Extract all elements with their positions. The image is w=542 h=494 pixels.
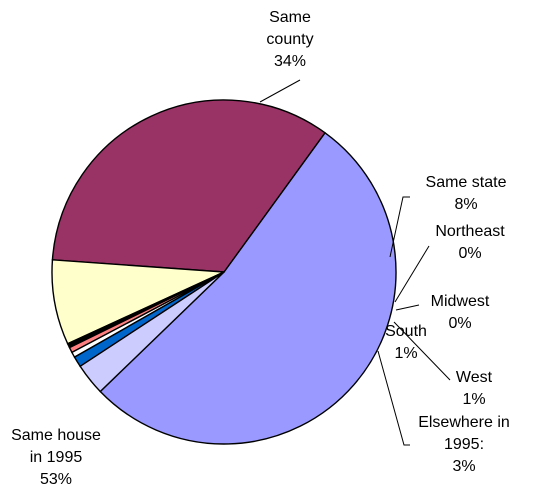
leader-line xyxy=(259,79,301,103)
slice-label-line: 8% xyxy=(454,196,477,213)
slice-label-line: 0% xyxy=(448,315,471,332)
leader-lines xyxy=(259,79,451,446)
slice-label-line: West xyxy=(456,369,493,386)
slice-label-line: 53% xyxy=(40,471,72,488)
slice-labels: Same house in 1995 53% Same county 34% Same st… xyxy=(11,9,510,488)
leader-line xyxy=(389,196,410,258)
slice-label-line: 1995: xyxy=(444,436,484,453)
pie-slice-same-house-in-1995 xyxy=(99,131,397,445)
slice-label-line: Same state xyxy=(426,174,507,191)
slice-label: Elsewhere in 1995: 3% xyxy=(418,414,510,475)
slice-label: Same state 8% xyxy=(426,174,507,213)
slice-label-line: South xyxy=(385,323,427,340)
slice-label: Northeast 0% xyxy=(435,223,505,262)
slice-label-line: 1% xyxy=(462,391,485,408)
slice-label-line: Elsewhere in xyxy=(418,414,510,431)
slice-label-line: 3% xyxy=(452,458,475,475)
slice-label-line: Midwest xyxy=(431,293,490,310)
slice-label-line: 0% xyxy=(458,245,481,262)
slice-label-line: Same xyxy=(269,9,311,26)
leader-line xyxy=(393,321,451,381)
pie-slices xyxy=(51,99,397,445)
slice-label-line: county xyxy=(266,31,313,48)
leader-line xyxy=(394,245,430,303)
slice-label-line: 34% xyxy=(274,53,306,70)
slice-label: West 1% xyxy=(456,369,493,408)
slice-label-line: in 1995 xyxy=(30,449,83,466)
slice-label: Same county 34% xyxy=(266,9,313,70)
slice-label-line: 1% xyxy=(394,345,417,362)
slice-label: Same house in 1995 53% xyxy=(11,427,101,488)
slice-label: South 1% xyxy=(385,323,427,362)
slice-label: Midwest 0% xyxy=(431,293,490,332)
leader-line xyxy=(395,304,420,311)
pie-slice-same-county xyxy=(51,99,326,273)
slice-label-line: Same house xyxy=(11,427,101,444)
slice-label-line: Northeast xyxy=(435,223,505,240)
leader-line xyxy=(377,350,410,446)
pie-slice-elsewhere-in-1995 xyxy=(79,271,225,393)
